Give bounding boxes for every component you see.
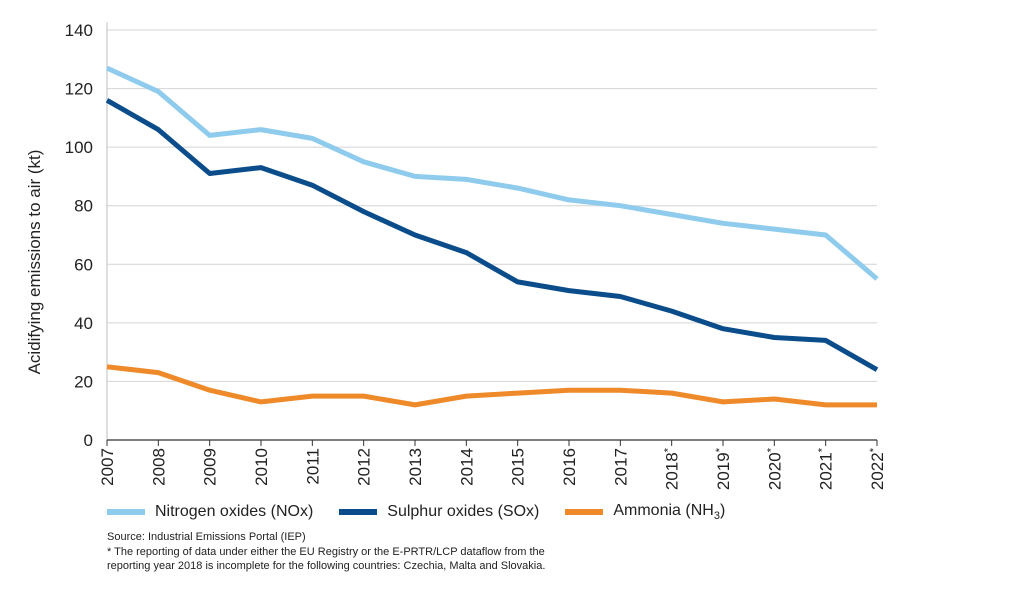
x-tick-label: 2019* xyxy=(714,447,733,490)
legend-label-nox: Nitrogen oxides (NOx) xyxy=(155,503,314,521)
y-tick-label: 0 xyxy=(84,431,93,450)
x-tick-label: 2021* xyxy=(817,447,836,490)
y-tick-label: 100 xyxy=(65,138,93,157)
x-tick-label: 2012 xyxy=(355,448,374,486)
x-tick-label: 2007 xyxy=(98,448,117,486)
x-tick-label: 2013 xyxy=(406,448,425,486)
y-axis-ticks: 0 20 40 60 80 100 120 140 xyxy=(65,21,93,450)
x-tick-label: 2016 xyxy=(560,448,579,486)
y-axis-label: Acidifying emissions to air (kt) xyxy=(25,150,44,375)
legend-swatch-nh3 xyxy=(565,509,604,516)
chart-notes: Source: Industrial Emissions Portal (IEP… xyxy=(107,530,545,574)
y-tick-label: 40 xyxy=(74,314,93,333)
x-tick-label: 2011 xyxy=(303,448,322,485)
y-tick-label: 80 xyxy=(74,197,93,216)
x-tick-label: 2010 xyxy=(252,448,271,486)
legend-item-nox: Nitrogen oxides (NOx) xyxy=(107,503,313,521)
x-tick-label: 2015 xyxy=(509,448,528,486)
y-tick-label: 20 xyxy=(74,372,93,391)
legend-item-sox: Sulphur oxides (SOx) xyxy=(339,503,539,521)
x-tick-label: 2017 xyxy=(611,448,630,486)
x-tick-label: 2020* xyxy=(765,447,784,490)
legend-label-sox: Sulphur oxides (SOx) xyxy=(387,503,540,521)
legend-label-nh3: Ammonia (NH3) xyxy=(613,502,726,523)
legend-swatch-sox xyxy=(339,509,378,516)
x-tick-label: 2014 xyxy=(457,448,476,486)
series-lines xyxy=(105,65,879,408)
legend-item-nh3: Ammonia (NH3) xyxy=(565,502,725,522)
series-line-2 xyxy=(106,364,877,408)
x-tick-label: 2008 xyxy=(149,448,168,486)
y-tick-label: 140 xyxy=(65,21,93,40)
x-tick-label: 2009 xyxy=(201,448,220,486)
footnote-line-1: * The reporting of data under either the… xyxy=(107,545,545,558)
x-axis-ticks: 2007 2008 2009 2010 2011 2012 2013 2014 2015 2016… xyxy=(98,440,887,490)
y-tick-label: 60 xyxy=(74,255,93,274)
source-note: Source: Industrial Emissions Portal (IEP… xyxy=(107,531,306,543)
legend: Nitrogen oxides (NOx) Sulphur oxides (SO… xyxy=(107,502,751,522)
series-line-1 xyxy=(105,98,879,372)
footnote-line-2: reporting year 2018 is incomplete for th… xyxy=(107,560,546,572)
x-tick-label: 2022* xyxy=(868,447,887,490)
series-line-0 xyxy=(105,65,879,281)
x-tick-label: 2018* xyxy=(663,447,682,490)
y-tick-label: 120 xyxy=(65,80,93,99)
legend-swatch-nox xyxy=(107,509,145,516)
gridlines xyxy=(106,22,877,441)
